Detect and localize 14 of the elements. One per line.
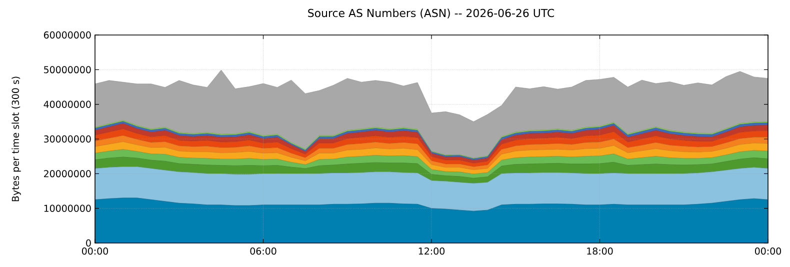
y-tick-label: 60000000 (44, 31, 91, 39)
y-tick-label: 30000000 (44, 135, 91, 143)
y-tick-label: 40000000 (44, 100, 91, 108)
x-tick-label: 00:00 (82, 248, 108, 255)
x-tick-label: 00:00 (754, 248, 782, 255)
chart-title: Source AS Numbers (ASN) -- 2026-06-26 UTC (308, 8, 554, 18)
x-tick-label: 18:00 (587, 248, 613, 255)
x-tick-label: 12:00 (418, 248, 445, 255)
y-axis-title: Bytes per time slot (300 s) (12, 76, 21, 202)
x-tick-label: 06:00 (250, 248, 276, 255)
y-tick-label: 50000000 (44, 66, 91, 74)
y-tick-label: 10000000 (44, 204, 91, 212)
y-tick-label: 20000000 (44, 170, 91, 178)
y-tick-label: 0 (86, 239, 91, 247)
